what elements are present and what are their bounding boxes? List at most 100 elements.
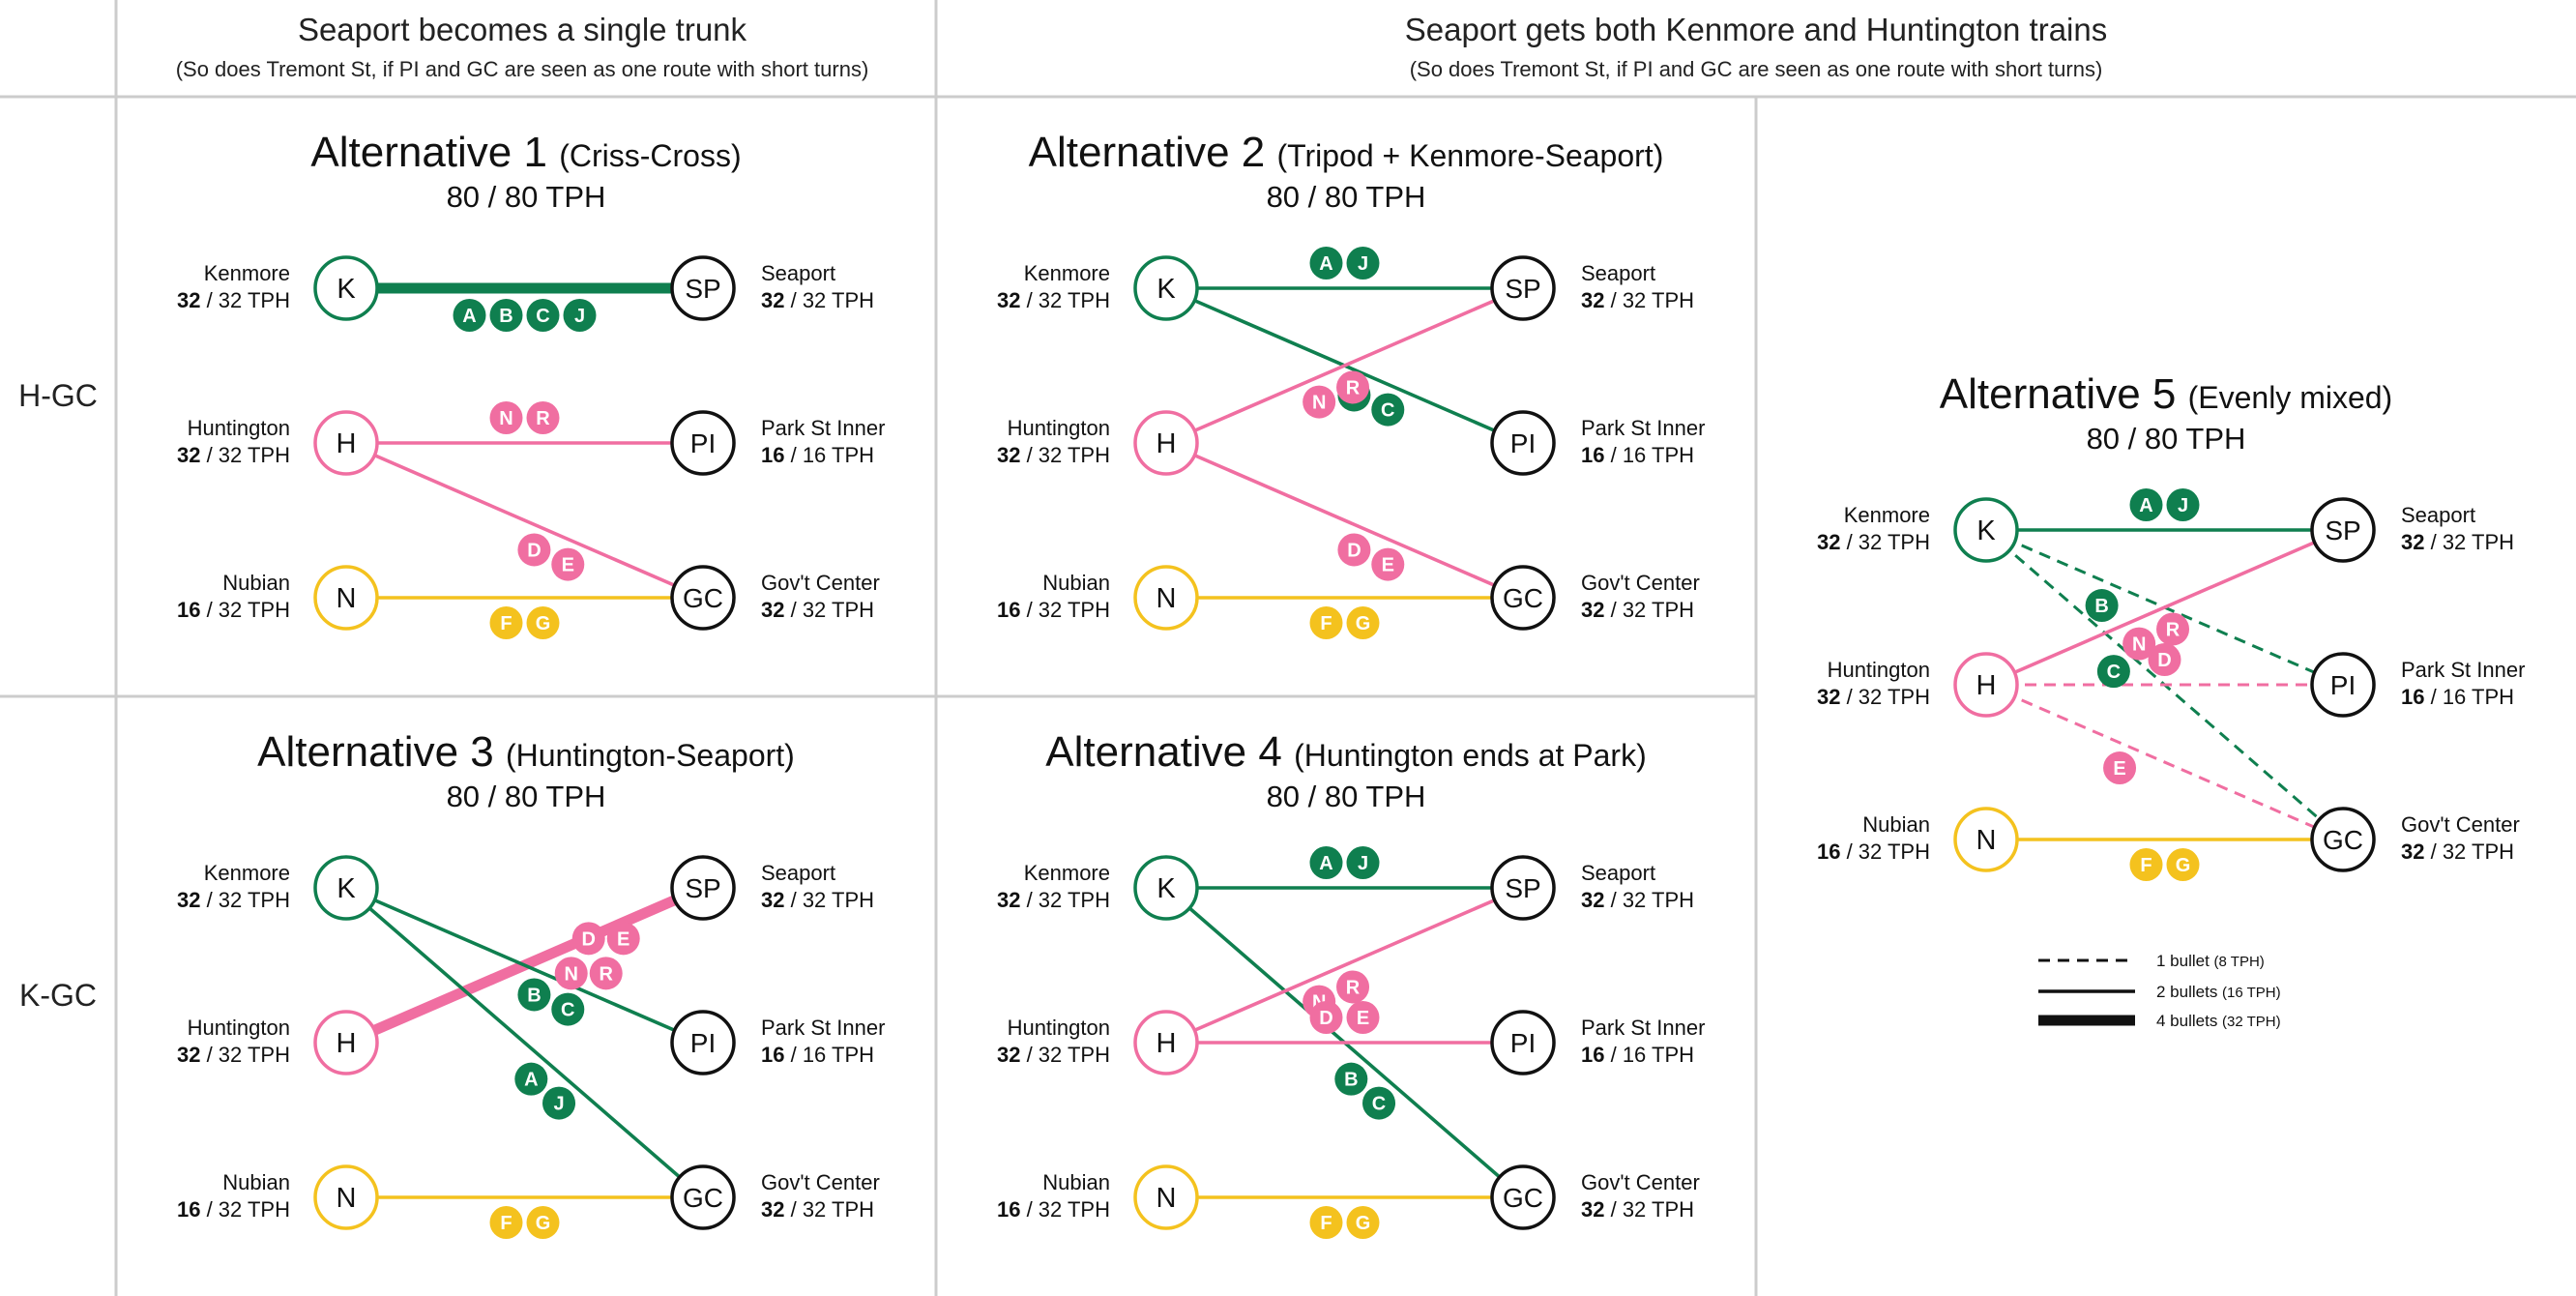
bullet-disc <box>1371 547 1405 581</box>
bullet-letter: D <box>2157 650 2171 671</box>
bullet-disc <box>1309 606 1343 639</box>
bullet-disc <box>1309 846 1343 879</box>
bullet-letter: C <box>2107 662 2121 683</box>
bullet-disc <box>453 299 486 332</box>
station-used-tph: 16 <box>177 598 200 622</box>
bullet-disc <box>2103 751 2137 785</box>
bullet-disc <box>1346 1001 1380 1034</box>
route-lines <box>343 882 706 1199</box>
route-bullet-n: N <box>554 957 588 990</box>
bullet-letter: C <box>1372 1094 1386 1115</box>
station-cap-tph: / 16 TPH <box>1604 1043 1694 1067</box>
station-name: Gov't Center <box>2401 812 2520 837</box>
bullet-disc <box>1336 970 1370 1004</box>
station-name: Seaport <box>1581 861 1655 885</box>
station-huntington <box>313 410 379 476</box>
route-lines <box>345 282 704 600</box>
route-bullet-e: E <box>2103 751 2137 785</box>
route-bullet-a: A <box>453 299 486 332</box>
bullet-letter: A <box>1319 253 1332 275</box>
route-bullet-j: J <box>563 299 597 332</box>
bullet-letter: E <box>617 928 629 950</box>
station-cap-tph: / 32 TPH <box>200 598 290 622</box>
station-capacity: 32 / 32 TPH <box>997 1043 1110 1067</box>
station-cap-tph: / 32 TPH <box>1604 888 1694 912</box>
route-bullet-b: B <box>517 978 551 1012</box>
alternative-tph: 80 / 80 TPH <box>2087 422 2246 456</box>
alternative-panel-1: Alternative 1 (Criss-Cross) 80 / 80 TPH A B… <box>177 129 885 639</box>
station-used-tph: 16 <box>761 443 784 467</box>
station-used-tph: 32 <box>761 598 784 622</box>
station-used-tph: 16 <box>177 1197 200 1222</box>
bullet-letter: B <box>1344 1070 1358 1091</box>
station-cap-tph: / 32 TPH <box>1604 288 1694 312</box>
station-cap-tph: / 32 TPH <box>784 288 874 312</box>
legend-label-text: 4 bullets <box>2156 1012 2222 1030</box>
station-name: Huntington <box>188 416 290 440</box>
station-code: GC <box>683 583 723 613</box>
alternative-subtitle: (Huntington ends at Park) <box>1294 738 1647 773</box>
route-bullet-f: F <box>489 1206 523 1239</box>
station-park-st-inner <box>1490 410 1556 476</box>
bullet-letter: R <box>1346 977 1361 998</box>
station-code: N <box>1156 1183 1177 1214</box>
station-used-tph: 32 <box>997 443 1020 467</box>
station-capacity: 16 / 32 TPH <box>997 598 1110 622</box>
station-kenmore <box>313 255 379 321</box>
route-line-h-gc <box>1165 441 1524 600</box>
station-gov-t-center <box>2310 807 2376 872</box>
bullet-letter: B <box>2094 596 2108 617</box>
route-bullet-c: C <box>1362 1086 1396 1120</box>
bullet-letter: F <box>1320 1213 1332 1234</box>
route-bullet-e: E <box>1371 547 1405 581</box>
legend-label-note: (8 TPH) <box>2214 954 2265 970</box>
station-name: Kenmore <box>1024 861 1110 885</box>
bullet-disc <box>1309 247 1343 280</box>
route-bullet-d: D <box>571 922 605 956</box>
station-seaport <box>1490 855 1556 921</box>
route-bullet-d: D <box>1309 1001 1343 1034</box>
station-used-tph: 16 <box>1581 443 1604 467</box>
route-bullet-g: G <box>526 1206 560 1239</box>
station-code: N <box>337 1183 357 1214</box>
route-bullet-g: G <box>1346 606 1380 639</box>
alternative-tph: 80 / 80 TPH <box>1267 180 1426 214</box>
bullet-letter: E <box>2113 758 2125 780</box>
station-code: H <box>337 428 357 459</box>
station-code: H <box>337 1028 357 1059</box>
bullet-disc <box>489 1206 523 1239</box>
station-used-tph: 32 <box>177 288 200 312</box>
route-bullet-j: J <box>1346 846 1380 879</box>
station-used-tph: 32 <box>1581 598 1604 622</box>
bullet-letter: G <box>1356 1213 1371 1234</box>
station-name: Park St Inner <box>1581 1016 1705 1040</box>
alternative-name: Alternative 2 <box>1029 129 1277 176</box>
station-name: Nubian <box>1042 1170 1110 1194</box>
bullet-letter: E <box>562 555 574 576</box>
route-bullet-j: J <box>2166 488 2200 521</box>
station-code: H <box>1156 428 1177 459</box>
bullet-letter: C <box>561 1000 574 1021</box>
station-huntington <box>1133 1010 1199 1075</box>
line-weight-legend: 1 bullet (8 TPH)2 bullets (16 TPH)4 bull… <box>2038 952 2281 1030</box>
station-name: Park St Inner <box>2401 658 2525 682</box>
route-line-h-sp <box>1985 528 2344 687</box>
bullet-disc <box>517 978 551 1012</box>
station-cap-tph: / 32 TPH <box>200 1043 290 1067</box>
station-name: Gov't Center <box>761 571 880 595</box>
header-right-title: Seaport gets both Kenmore and Huntington… <box>1405 12 2107 47</box>
station-cap-tph: / 32 TPH <box>200 443 290 467</box>
station-cap-tph: / 32 TPH <box>1840 685 1930 709</box>
station-code: PI <box>690 1028 716 1058</box>
station-code: PI <box>2330 670 2356 700</box>
bullet-disc <box>1309 1206 1343 1239</box>
bullet-disc <box>1346 247 1380 280</box>
alternative-name: Alternative 5 <box>1940 370 2188 418</box>
route-lines <box>1164 886 1525 1199</box>
bullet-disc <box>589 957 623 990</box>
